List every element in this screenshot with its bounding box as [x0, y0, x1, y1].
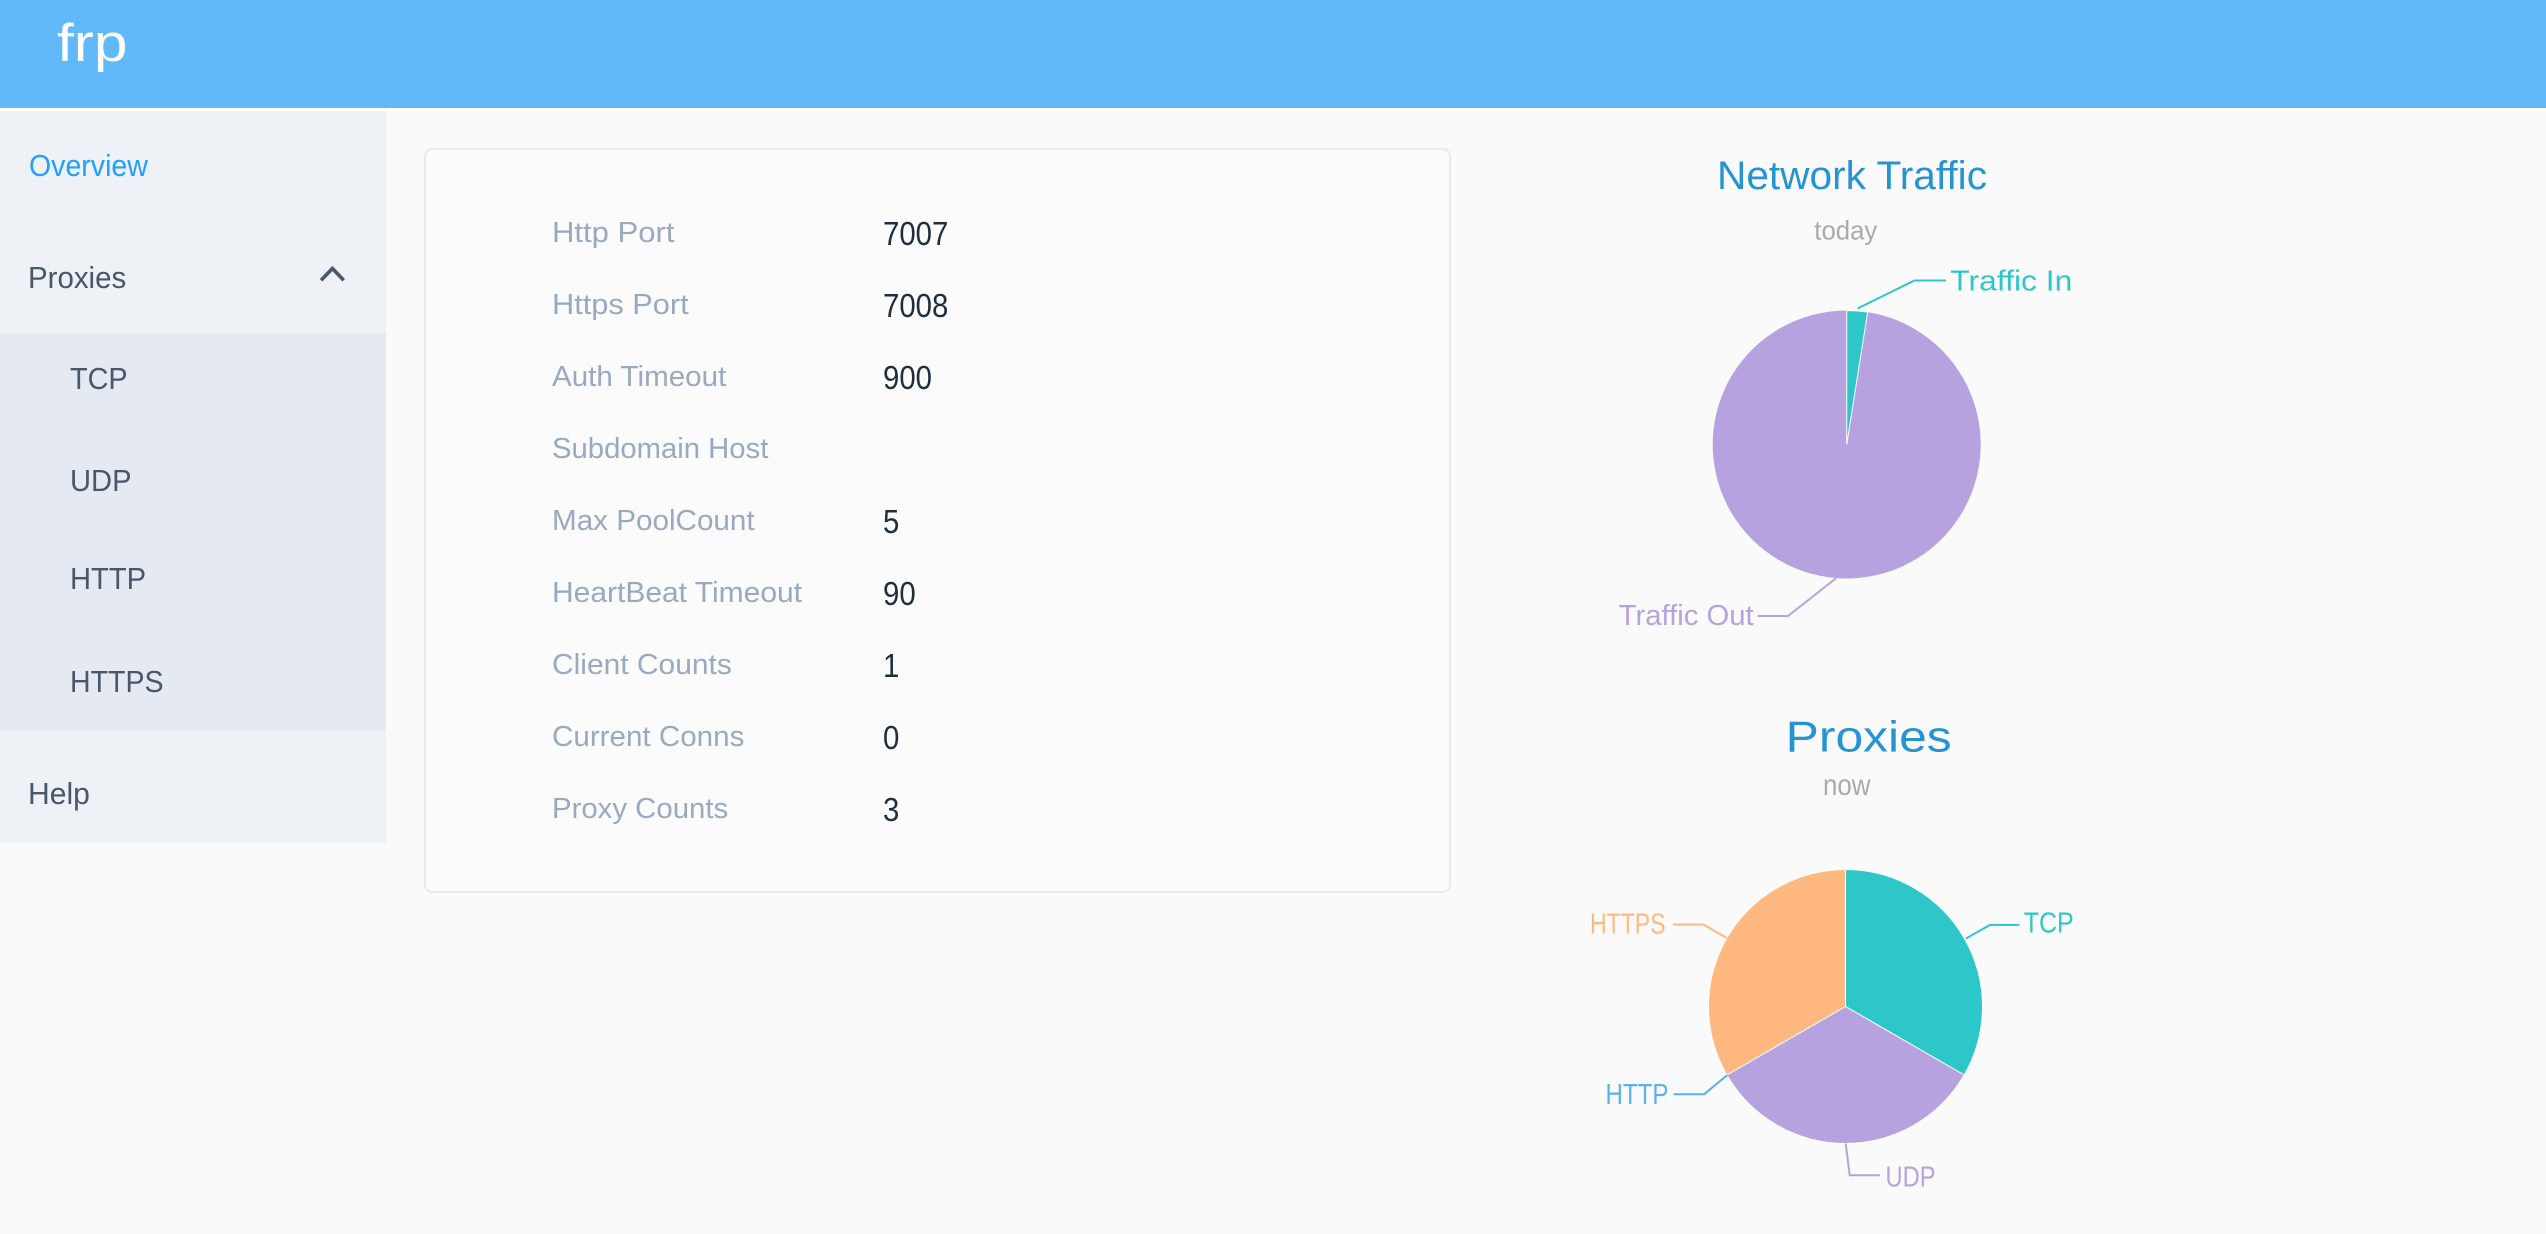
svg-text:Traffic Out: Traffic Out [1619, 600, 1754, 632]
svg-text:Proxies: Proxies [1786, 712, 1952, 761]
svg-text:Traffic In: Traffic In [1950, 266, 2072, 298]
svg-text:HTTP: HTTP [1606, 1079, 1669, 1111]
svg-text:TCP: TCP [2024, 908, 2074, 940]
svg-text:UDP: UDP [1886, 1161, 1936, 1193]
svg-text:today: today [1814, 216, 1877, 246]
svg-text:now: now [1823, 769, 1871, 802]
svg-text:Network Traffic: Network Traffic [1717, 154, 1987, 198]
svg-text:HTTPS: HTTPS [1590, 908, 1666, 940]
